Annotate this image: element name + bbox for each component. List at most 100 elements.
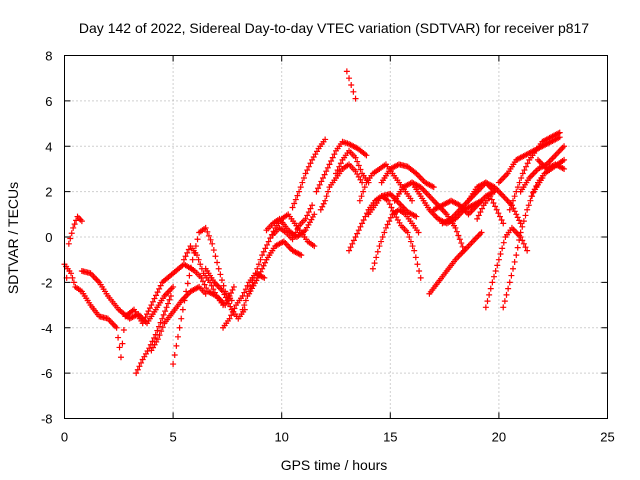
grid — [64, 55, 608, 419]
data-point — [346, 247, 353, 254]
data-point — [260, 248, 267, 255]
data-point — [323, 193, 330, 200]
data-point — [186, 272, 193, 279]
data-point — [494, 262, 501, 269]
data-point — [289, 204, 296, 211]
data-point — [70, 279, 77, 286]
data-point — [477, 209, 484, 216]
data-point — [174, 333, 181, 340]
data-point — [231, 305, 238, 312]
data-point — [458, 240, 465, 247]
data-point — [184, 280, 191, 287]
data-point — [267, 235, 274, 242]
plot-frame — [64, 55, 608, 419]
data-point — [343, 68, 350, 75]
data-point — [346, 75, 353, 82]
data-point — [297, 184, 304, 191]
data-point — [215, 265, 222, 272]
data-point — [492, 268, 499, 275]
data-point — [252, 270, 259, 277]
data-point — [362, 213, 369, 220]
data-point — [320, 200, 327, 207]
data-point — [188, 264, 195, 271]
data-point — [350, 88, 357, 95]
data-point — [227, 303, 234, 310]
data-point — [319, 175, 326, 182]
series-t14 — [289, 136, 329, 211]
data-point — [329, 154, 336, 161]
data-point — [221, 291, 228, 298]
data-point — [116, 344, 123, 351]
data-point — [524, 247, 531, 254]
data-point — [456, 236, 463, 243]
data-point — [501, 298, 508, 305]
data-point — [491, 273, 498, 280]
data-point — [242, 297, 249, 304]
data-point — [211, 289, 218, 296]
data-point — [561, 156, 568, 163]
data-point — [357, 223, 364, 230]
data-point — [298, 252, 305, 259]
series-t17 — [343, 68, 359, 102]
data-point — [508, 202, 515, 209]
data-point — [244, 282, 251, 289]
data-point — [487, 193, 494, 200]
data-point — [369, 265, 376, 272]
series-t23 — [378, 161, 437, 191]
data-point — [224, 297, 231, 304]
data-point — [154, 336, 161, 343]
x-tick-label: 10 — [274, 430, 288, 445]
data-point — [68, 230, 75, 237]
data-point — [495, 256, 502, 263]
data-point — [409, 197, 416, 204]
data-point — [156, 332, 163, 339]
data-point — [506, 279, 513, 286]
data-point — [197, 261, 204, 268]
series-t11 — [246, 238, 305, 297]
data-point — [163, 304, 170, 311]
axis-ticks: 0 5 10 15 20 25 -8 -6 -4 -2 0 2 4 6 8 — [41, 49, 615, 445]
data-point — [354, 230, 361, 237]
data-point — [65, 240, 72, 247]
data-point — [134, 366, 141, 373]
series-t34 — [506, 129, 563, 213]
data-point — [176, 324, 183, 331]
data-point — [146, 305, 153, 312]
data-point — [160, 311, 167, 318]
data-point — [500, 239, 507, 246]
data-point — [183, 288, 190, 295]
chart-title: Day 142 of 2022, Sidereal Day-to-day VTE… — [79, 20, 589, 36]
y-tick-label: -4 — [41, 321, 53, 336]
data-point — [510, 265, 517, 272]
data-point — [363, 152, 370, 159]
data-point — [229, 308, 236, 315]
data-point — [179, 306, 186, 313]
data-point — [381, 229, 388, 236]
data-point — [514, 244, 521, 251]
data-point — [493, 206, 500, 213]
data-point — [519, 223, 526, 230]
data-point — [300, 175, 307, 182]
data-point — [311, 211, 318, 218]
data-point — [322, 136, 329, 143]
y-tick-label: 2 — [45, 185, 52, 200]
data-point — [228, 289, 235, 296]
data-point — [518, 175, 525, 182]
data-point — [222, 294, 229, 301]
data-point — [259, 265, 266, 272]
series-t15 — [313, 138, 370, 195]
data-point — [210, 247, 217, 254]
data-point — [299, 179, 306, 186]
data-point — [201, 281, 208, 288]
data-point — [307, 205, 314, 212]
data-point — [67, 235, 74, 242]
data-point — [355, 227, 362, 234]
data-point — [382, 224, 389, 231]
data-point — [475, 212, 482, 219]
data-point — [531, 186, 538, 193]
data-point — [212, 253, 219, 260]
data-point — [516, 217, 523, 224]
data-point — [171, 351, 178, 358]
data-point — [113, 324, 120, 331]
data-point — [530, 189, 537, 196]
